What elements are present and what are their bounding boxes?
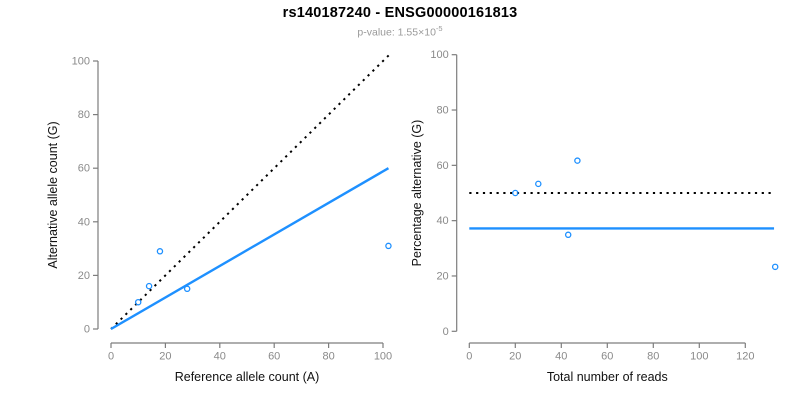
percentage-vs-reads-panel-y-tick-label: 20 bbox=[436, 270, 448, 282]
allele-counts-panel-y-tick-label: 80 bbox=[78, 109, 90, 121]
pvalue-text: p-value: 1.55×10 bbox=[357, 26, 436, 39]
percentage-vs-reads-panel-x-tick-label: 120 bbox=[736, 351, 754, 363]
percentage-vs-reads-panel-data-point bbox=[574, 157, 581, 164]
allele-counts-panel-data-point bbox=[156, 248, 164, 255]
percentage-vs-reads-panel-y-tick-label: 0 bbox=[443, 326, 449, 338]
allele-counts-panel-y-tick-label: 20 bbox=[78, 270, 90, 282]
percentage-vs-reads-panel-y-label: Percentage alternative (G) bbox=[410, 120, 424, 267]
percentage-vs-reads-panel-x-tick-label: 40 bbox=[555, 351, 567, 363]
fit-line bbox=[110, 167, 390, 331]
allele-counts-panel-x-tick-label: 60 bbox=[268, 351, 280, 363]
pvalue-exponent: -5 bbox=[435, 24, 443, 33]
allele-counts-panel-data-point bbox=[385, 242, 392, 250]
allele-counts-panel-y-tick-label: 0 bbox=[84, 324, 90, 336]
allele-counts-panel-y-tick-label: 100 bbox=[72, 56, 90, 68]
percentage-vs-reads-panel-x-tick-label: 0 bbox=[466, 351, 472, 363]
percentage-vs-reads-panel-x-label: Total number of reads bbox=[547, 370, 668, 384]
percentage-vs-reads-panel-data-point bbox=[535, 180, 542, 188]
pvalue-subtitle: p-value: 1.55×10-5 bbox=[0, 24, 800, 39]
allele-counts-panel-x-tick-label: 80 bbox=[322, 351, 334, 363]
percentage-vs-reads-panel-data-point bbox=[564, 231, 572, 239]
allele-counts-panel-x-label: Reference allele count (A) bbox=[175, 370, 320, 384]
percentage-vs-reads-panel-y-tick-label: 40 bbox=[436, 215, 448, 227]
allele-counts-panel-x-tick-label: 0 bbox=[108, 351, 114, 363]
percentage-vs-reads-panel-data-point bbox=[771, 263, 779, 271]
allele-counts-panel-x-tick-label: 100 bbox=[374, 351, 392, 363]
percentage-vs-reads-panel-y-tick-label: 100 bbox=[430, 49, 448, 61]
allele-counts-panel-y-label: Alternative allele count (G) bbox=[46, 121, 60, 268]
percentage-vs-reads-panel-y-tick-label: 80 bbox=[436, 105, 448, 117]
allele-counts-panel-y-tick-label: 40 bbox=[78, 216, 90, 228]
allele-counts-panel-data-point bbox=[134, 298, 142, 306]
percentage-vs-reads-panel-x-tick-label: 100 bbox=[690, 351, 708, 363]
percentage-vs-reads-panel-data-point bbox=[512, 189, 519, 197]
allele-counts-panel-y-tick-label: 60 bbox=[78, 163, 90, 175]
allele-counts-panel-data-point bbox=[183, 285, 191, 293]
percentage-vs-reads-panel-x-tick-label: 60 bbox=[601, 351, 613, 363]
page-title: rs140187240 - ENSG00000161813 bbox=[282, 5, 518, 21]
percentage-vs-reads-panel-y-tick-label: 60 bbox=[436, 160, 448, 172]
allele-counts-panel-x-tick-label: 20 bbox=[159, 351, 171, 363]
allele-counts-panel-data-point bbox=[145, 282, 153, 290]
percentage-vs-reads-panel-x-tick-label: 20 bbox=[509, 351, 521, 363]
percentage-vs-reads-panel-x-tick-label: 80 bbox=[647, 351, 659, 363]
allele-counts-panel-x-tick-label: 40 bbox=[214, 351, 226, 363]
